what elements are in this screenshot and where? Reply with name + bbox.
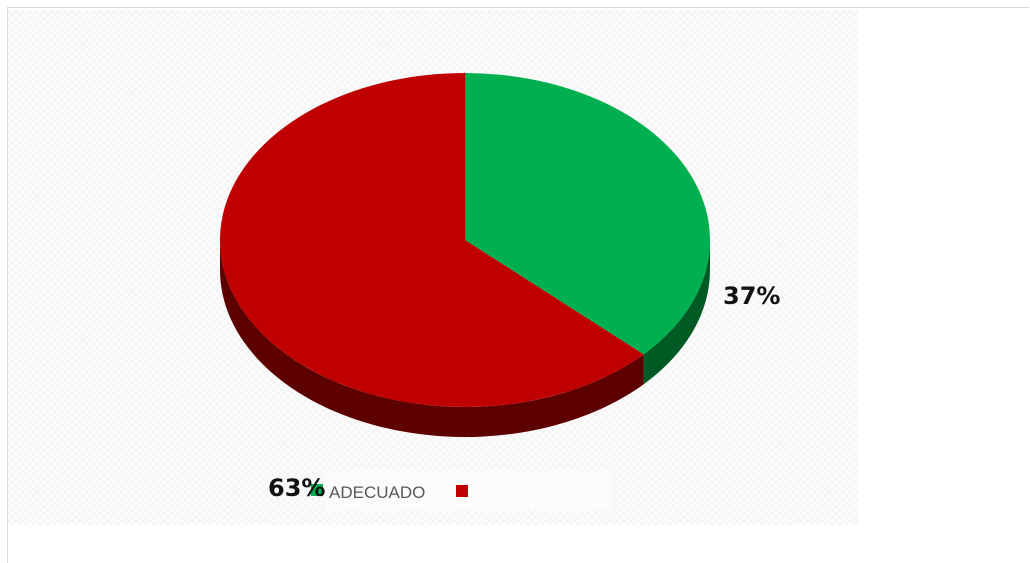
data-label-green-slice: 37% bbox=[723, 282, 781, 310]
legend-swatch-green bbox=[311, 484, 323, 496]
legend-swatch-red bbox=[456, 485, 468, 497]
pie-slice-1 bbox=[219, 73, 644, 407]
pie-side-0 bbox=[643, 240, 710, 385]
legend-label: ADECUADO bbox=[329, 483, 426, 502]
pie-slice-0 bbox=[465, 73, 710, 355]
data-label-red-slice: 63% bbox=[268, 474, 326, 502]
pie-side-1 bbox=[220, 240, 644, 437]
legend bbox=[326, 470, 612, 510]
chart-frame bbox=[7, 7, 1029, 563]
